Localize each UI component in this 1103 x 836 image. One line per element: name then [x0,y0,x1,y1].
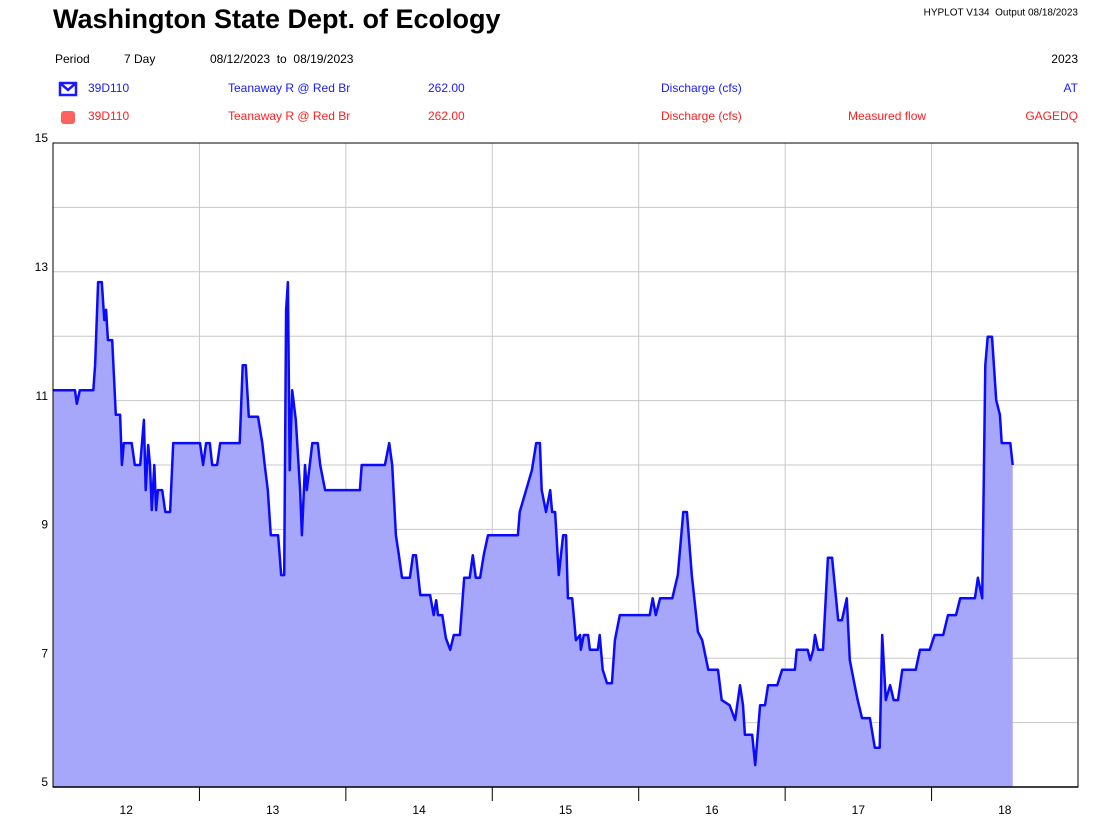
year: 2023 [1051,52,1078,66]
legend-row: 39D110 Teanaway R @ Red Br 262.00 Discha… [58,81,1079,97]
legend-row: 39D110 Teanaway R @ Red Br 262.00 Discha… [61,109,1078,124]
x-tick-label: 13 [266,803,280,817]
x-tick-label: 12 [120,803,134,817]
line [53,280,1014,767]
y-tick-label: 11 [36,389,49,403]
date-range: 08/12/2023 to 08/19/2023 [210,52,354,66]
site-id: 39D110 [88,81,129,95]
code: AT [1064,81,1079,95]
parameter: Discharge (cfs) [661,81,742,95]
site-number: 262.00 [428,81,465,95]
period-label: Period [55,52,90,66]
site-name: Teanaway R @ Red Br [228,109,350,123]
code: GAGEDQ [1025,109,1078,123]
y-tick-label: 13 [35,260,49,274]
note: Measured flow [848,109,926,123]
y-tick-label: 7 [41,646,48,660]
area [53,282,1013,787]
site-number: 262.00 [428,109,465,123]
x-tick-label: 15 [559,803,573,817]
x-tick-label: 14 [412,803,426,817]
site-id: 39D110 [88,109,129,123]
y-tick-label: 15 [35,131,49,145]
site-name: Teanaway R @ Red Br [228,81,350,95]
title: Washington State Dept. of Ecology [53,4,501,34]
output-info: HYPLOT V134 Output 08/18/2023 [924,8,1079,19]
x-tick-label: 18 [998,803,1012,817]
y-tick-label: 9 [41,518,48,532]
legend-icon [58,81,78,97]
legend-icon [61,111,75,124]
x-tick-label: 17 [852,803,866,817]
parameter: Discharge (cfs) [661,109,742,123]
x-tick-label: 16 [705,803,719,817]
period: 7 Day [124,52,155,66]
y-tick-label: 5 [41,775,48,789]
